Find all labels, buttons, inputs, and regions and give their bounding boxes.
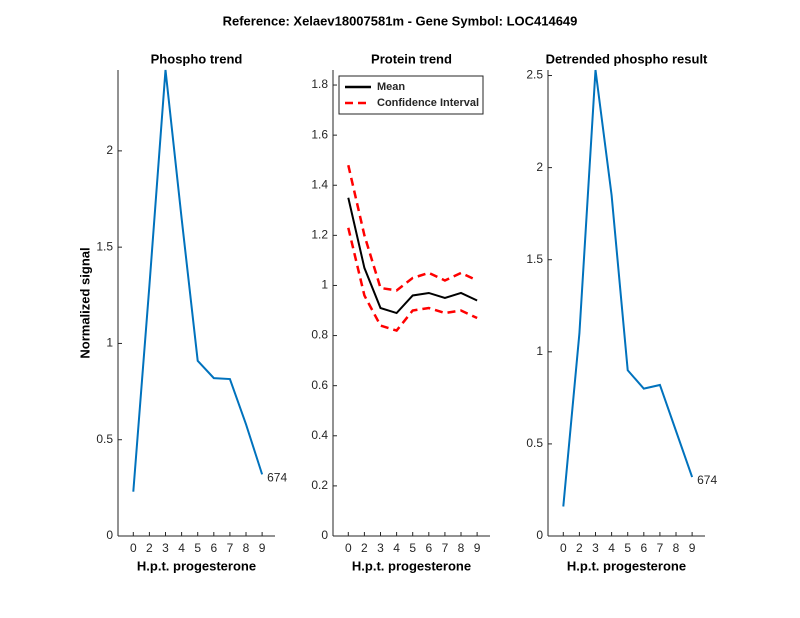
x-tick-label: 3 — [162, 541, 169, 555]
x-tick-label: 3 — [377, 541, 384, 555]
chart-title: Phospho trend — [151, 51, 243, 66]
x-tick-label: 9 — [474, 541, 481, 555]
y-tick-label: 0.5 — [96, 432, 113, 446]
x-tick-label: 5 — [194, 541, 201, 555]
series-line — [347, 164, 478, 292]
x-tick-label: 8 — [243, 541, 250, 555]
series-line — [347, 227, 478, 333]
annotation: 674 — [697, 473, 717, 487]
y-tick-label: 0 — [536, 528, 543, 542]
series-line — [132, 69, 264, 492]
x-tick-label: 6 — [640, 541, 647, 555]
chart-title: Detrended phospho result — [546, 51, 708, 66]
legend-label: Confidence Interval — [377, 97, 479, 109]
x-tick-label: 8 — [673, 541, 680, 555]
x-tick-label: 5 — [409, 541, 416, 555]
x-axis-label: H.p.t. progesterone — [137, 558, 256, 573]
x-tick-label: 6 — [210, 541, 217, 555]
x-tick-label: 9 — [259, 541, 266, 555]
y-tick-label: 1.4 — [311, 177, 328, 191]
y-tick-label: 0.2 — [311, 478, 328, 492]
y-tick-label: 1 — [536, 344, 543, 358]
series-line — [347, 197, 478, 315]
suptitle: Reference: Xelaev18007581m - Gene Symbol… — [223, 13, 578, 28]
annotation: 674 — [267, 471, 287, 485]
y-tick-label: 2 — [536, 160, 543, 174]
y-axis-label: Normalized signal — [77, 247, 92, 358]
x-tick-label: 9 — [689, 541, 696, 555]
x-tick-label: 0 — [130, 541, 137, 555]
y-tick-label: 2.5 — [526, 68, 543, 82]
x-tick-label: 2 — [576, 541, 583, 555]
y-tick-label: 1.6 — [311, 127, 328, 141]
x-tick-label: 4 — [608, 541, 615, 555]
y-tick-label: 0.6 — [311, 378, 328, 392]
x-tick-label: 0 — [345, 541, 352, 555]
x-tick-label: 7 — [442, 541, 449, 555]
series-line — [562, 69, 694, 507]
x-tick-label: 2 — [146, 541, 153, 555]
y-tick-label: 0.5 — [526, 436, 543, 450]
y-tick-label: 2 — [106, 143, 113, 157]
x-tick-label: 4 — [178, 541, 185, 555]
x-tick-label: 7 — [227, 541, 234, 555]
chart-title: Protein trend — [371, 51, 452, 66]
y-tick-label: 1.5 — [96, 239, 113, 253]
x-tick-label: 4 — [393, 541, 400, 555]
y-tick-label: 1 — [106, 336, 113, 350]
x-tick-label: 2 — [361, 541, 368, 555]
x-axis-label: H.p.t. progesterone — [352, 558, 471, 573]
y-tick-label: 0.8 — [311, 328, 328, 342]
y-tick-label: 1.2 — [311, 228, 328, 242]
x-tick-label: 7 — [657, 541, 664, 555]
y-tick-label: 1 — [321, 278, 328, 292]
y-tick-label: 0.4 — [311, 428, 328, 442]
x-tick-label: 5 — [624, 541, 631, 555]
y-tick-label: 1.8 — [311, 77, 328, 91]
x-tick-label: 3 — [592, 541, 599, 555]
legend-box — [338, 75, 484, 115]
x-tick-label: 8 — [458, 541, 465, 555]
y-tick-label: 0 — [106, 528, 113, 542]
x-tick-label: 0 — [560, 541, 567, 555]
legend-label: Mean — [377, 81, 405, 93]
x-axis-label: H.p.t. progesterone — [567, 558, 686, 573]
x-tick-label: 6 — [425, 541, 432, 555]
y-tick-label: 1.5 — [526, 252, 543, 266]
y-tick-label: 0 — [321, 528, 328, 542]
